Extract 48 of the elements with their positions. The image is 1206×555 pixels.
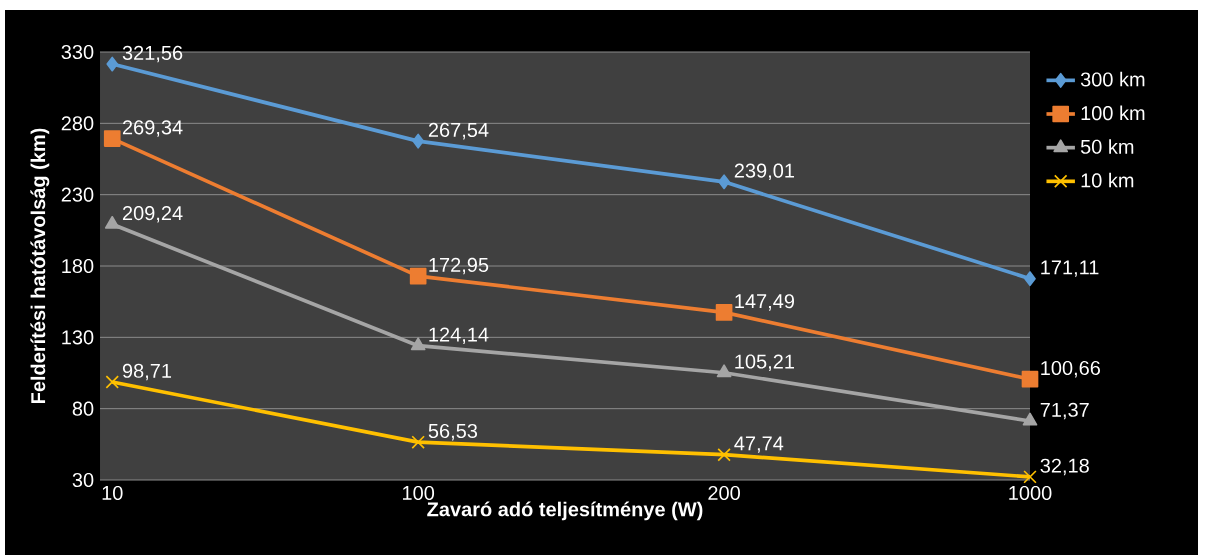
data-label: 147,49 [735, 294, 795, 311]
point [409, 267, 427, 285]
data-label: 269,34 [122, 120, 183, 137]
data-label: 32,18 [1040, 458, 1089, 476]
y-tick-label: 80 [72, 401, 94, 416]
data-label: 171,11 [1041, 260, 1099, 277]
data-label: 267,54 [428, 122, 489, 140]
y-tick-label: 230 [61, 187, 94, 202]
point [718, 174, 730, 190]
legend-label: 50 km [1080, 139, 1134, 154]
data-label: 321,56 [122, 45, 183, 63]
data-label: 105,21 [735, 354, 794, 371]
point [106, 56, 119, 72]
y-tick-label: 30 [72, 472, 94, 488]
point [1023, 470, 1037, 484]
y-tick-label: 180 [62, 258, 94, 274]
point [716, 364, 732, 378]
point [1021, 370, 1039, 388]
data-label: 47,74 [734, 436, 784, 453]
data-label: 56,53 [428, 423, 478, 441]
data-label: 239,01 [734, 163, 794, 181]
point [1022, 412, 1038, 426]
data-label: 100,66 [1041, 360, 1101, 378]
x-tick-label: 10 [102, 485, 123, 501]
x-tick-label: 100 [402, 485, 435, 501]
y-tick-label: 130 [62, 330, 94, 345]
x-axis-title: Zavaró adó teljesítménye (W) [427, 501, 703, 521]
point [105, 375, 119, 389]
legend-label: 300 km [1080, 71, 1145, 87]
point [103, 130, 121, 147]
point [1024, 271, 1036, 287]
x-tick-label: 1000 [1009, 485, 1052, 501]
data-label: 124,14 [429, 327, 489, 344]
data-label: 172,95 [429, 257, 489, 275]
legend-label: 10 km [1081, 172, 1134, 188]
y-axis-title: Felderítési hatótávolság (km) [30, 128, 50, 404]
data-label: 71,37 [1040, 402, 1089, 420]
legend-label: 100 km [1081, 105, 1145, 121]
data-label: 98,71 [122, 363, 172, 381]
point [715, 304, 733, 321]
data-label: 209,24 [122, 206, 183, 223]
y-tick-label: 330 [61, 44, 94, 60]
x-tick-label: 200 [708, 485, 740, 501]
point [412, 133, 424, 149]
y-tick-label: 280 [61, 116, 94, 131]
point [717, 447, 731, 462]
point [410, 337, 426, 351]
point [411, 435, 425, 449]
